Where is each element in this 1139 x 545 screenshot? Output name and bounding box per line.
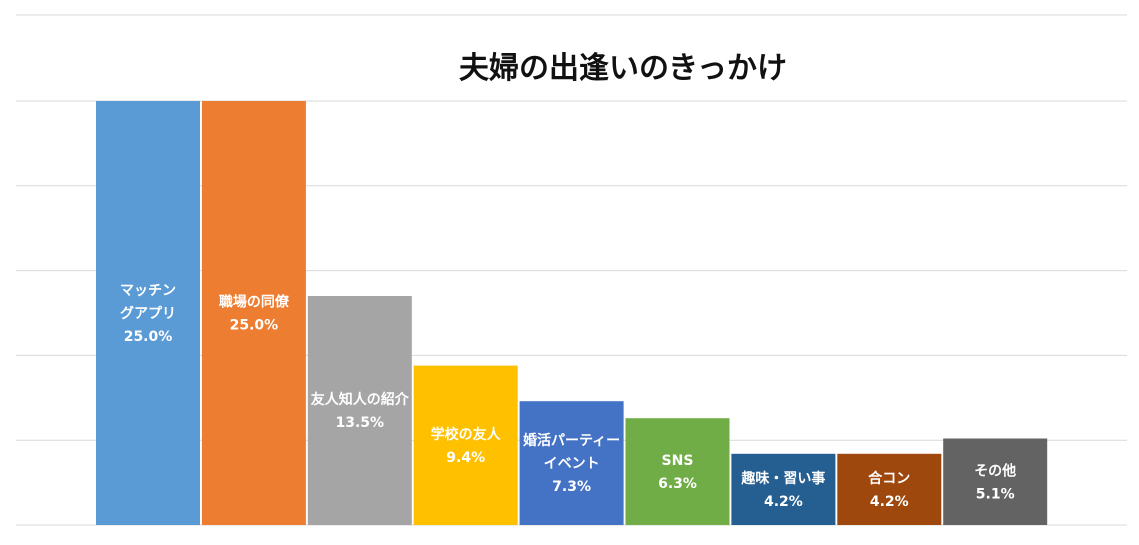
value-label: 6.3% bbox=[658, 476, 697, 492]
category-label: 友人知人の紹介 bbox=[311, 391, 410, 408]
value-label: 9.4% bbox=[446, 450, 485, 466]
category-label: 学校の友人 bbox=[431, 426, 502, 443]
value-label: 7.3% bbox=[552, 479, 591, 495]
bar bbox=[96, 101, 200, 525]
category-label: イベント bbox=[544, 456, 600, 472]
category-label: 趣味・習い事 bbox=[740, 470, 825, 487]
bar bbox=[201, 101, 306, 525]
bar bbox=[625, 418, 730, 525]
category-label: マッチン bbox=[120, 283, 176, 299]
bar bbox=[519, 401, 624, 525]
category-label: その他 bbox=[974, 462, 1016, 479]
category-label: 職場の同僚 bbox=[219, 294, 290, 311]
bar bbox=[413, 365, 518, 525]
bar bbox=[307, 296, 412, 525]
value-label: 4.2% bbox=[764, 494, 803, 510]
category-label: 合コン bbox=[868, 470, 910, 487]
value-label: 4.2% bbox=[870, 494, 909, 510]
category-label: SNS bbox=[662, 453, 694, 469]
bar bbox=[943, 438, 1048, 525]
bar bbox=[731, 453, 836, 525]
category-label: グアプリ bbox=[120, 305, 176, 322]
category-label: 婚活パーティー bbox=[523, 432, 620, 449]
value-label: 13.5% bbox=[336, 415, 385, 431]
value-label: 5.1% bbox=[976, 486, 1015, 502]
bars bbox=[96, 101, 1048, 525]
chart-title: 夫婦の出逢いのきっかけ bbox=[459, 51, 787, 86]
bar bbox=[837, 453, 942, 525]
value-label: 25.0% bbox=[124, 329, 173, 345]
gridlines bbox=[16, 14, 1127, 526]
value-label: 25.0% bbox=[230, 318, 279, 334]
